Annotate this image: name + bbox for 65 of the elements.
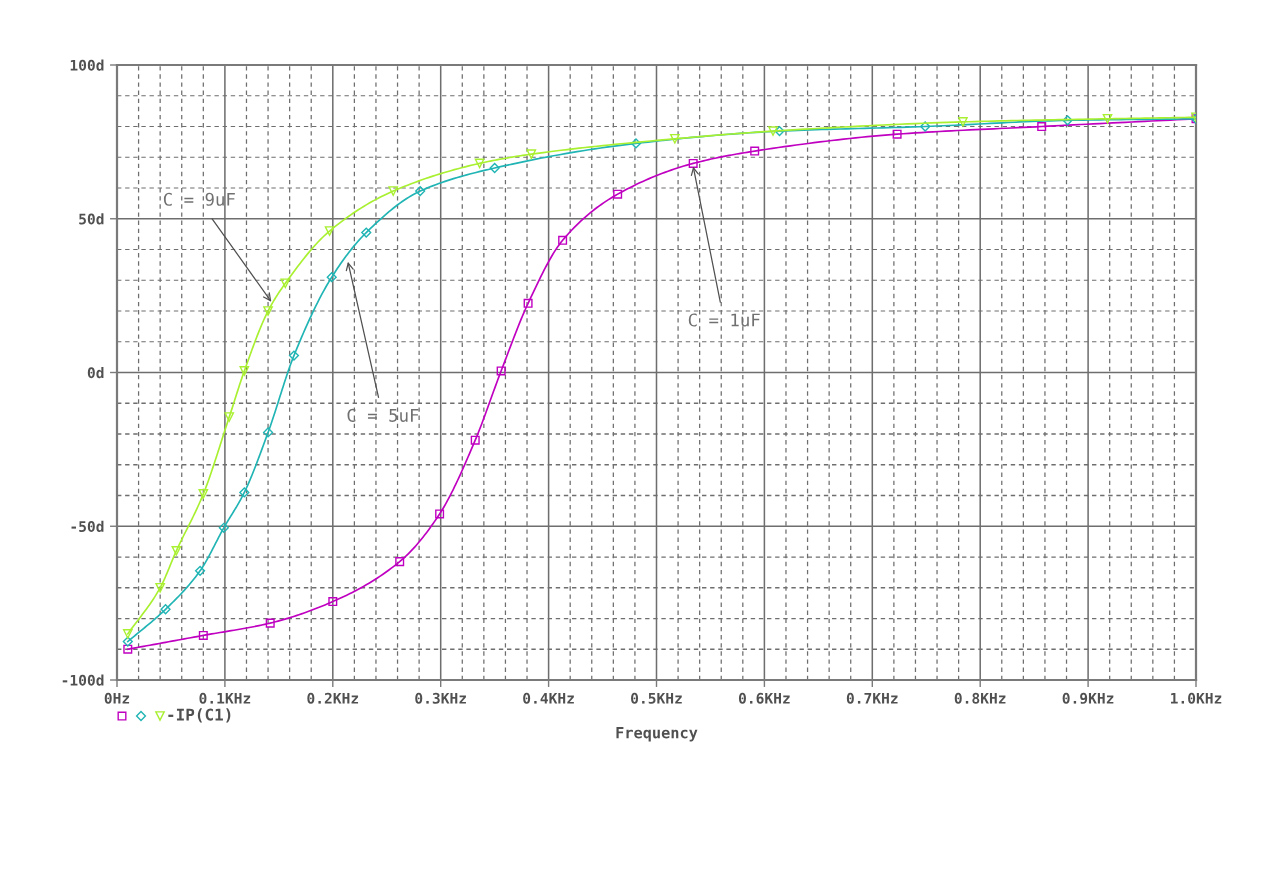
point xyxy=(263,306,273,316)
point xyxy=(750,146,760,156)
point xyxy=(218,522,229,533)
x-tick-label: 0.8KHz xyxy=(954,692,1006,704)
point xyxy=(415,185,426,197)
x-tick-label: 0.3KHz xyxy=(415,692,466,704)
x-tick-label: 0.4KHz xyxy=(523,692,574,704)
x-tick-label: 0.2KHz xyxy=(307,692,359,704)
point xyxy=(388,186,399,196)
text: -IP(C1) xyxy=(168,708,231,723)
point xyxy=(958,117,968,127)
y-tick-label: 0d xyxy=(87,366,104,379)
point xyxy=(669,133,680,144)
point xyxy=(326,272,337,283)
x-tick-label: 0.9KHz xyxy=(1062,692,1114,704)
point xyxy=(262,427,274,438)
point xyxy=(239,487,250,498)
point xyxy=(774,125,785,137)
y-tick-label: 100d xyxy=(70,59,104,71)
point xyxy=(470,435,480,445)
point xyxy=(361,227,372,238)
point xyxy=(198,489,209,499)
point xyxy=(123,644,133,654)
point xyxy=(328,597,338,607)
point xyxy=(435,509,445,519)
point xyxy=(194,565,206,576)
point xyxy=(688,158,698,168)
x-tick-label: 0.6KHz xyxy=(738,692,790,704)
point xyxy=(324,226,335,236)
y-tick-label: -50d xyxy=(71,520,104,532)
point xyxy=(265,618,275,628)
x-tick-label: 0.1KHz xyxy=(199,692,251,704)
point xyxy=(613,189,623,199)
x-axis-title: Frequency xyxy=(616,727,698,742)
point xyxy=(239,366,250,376)
point xyxy=(1062,115,1073,126)
x-tick-label: 0.7KHz xyxy=(846,692,898,704)
point xyxy=(1037,121,1047,132)
point xyxy=(523,298,533,308)
point xyxy=(280,278,291,289)
point xyxy=(122,636,133,647)
x-tick-label: 1.0KHz xyxy=(1171,692,1222,704)
x-tick-label: 0Hz xyxy=(104,692,130,704)
y-tick-label: -100d xyxy=(62,674,104,686)
y-tick-label: 50d xyxy=(79,213,104,225)
point xyxy=(155,582,166,593)
point xyxy=(768,126,778,136)
point xyxy=(1102,113,1113,124)
point xyxy=(526,149,537,160)
point xyxy=(630,138,642,149)
point xyxy=(892,129,902,139)
x-tick-label: 0.5KHz xyxy=(631,692,682,704)
point xyxy=(160,604,171,615)
point xyxy=(474,158,485,169)
point xyxy=(224,412,235,422)
point xyxy=(496,366,506,376)
annotation: C = 1uF xyxy=(688,313,760,327)
point xyxy=(288,350,300,361)
point xyxy=(920,121,931,132)
point xyxy=(489,162,500,174)
point xyxy=(558,235,568,245)
point xyxy=(171,545,182,556)
point xyxy=(395,557,405,567)
point xyxy=(198,630,208,640)
point xyxy=(122,629,133,639)
